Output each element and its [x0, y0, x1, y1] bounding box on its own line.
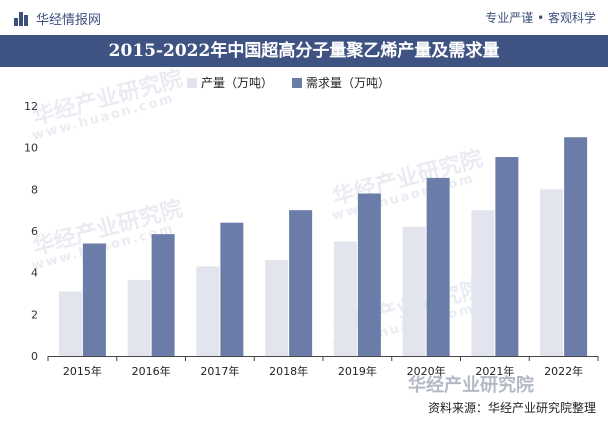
bar-chart: 0 2 4 6 8 10 12 2015年 2016年 2017年 2018年 2019年 2020年 2…	[24, 76, 599, 378]
bar-production	[127, 279, 151, 356]
logo-text: 华经情报网	[36, 13, 102, 28]
bar-production	[471, 210, 495, 356]
top-bar: 华经情报网 专业严谨 • 客观科学	[0, 0, 608, 34]
bar-demand	[426, 177, 450, 356]
bar-production	[265, 260, 289, 356]
brand-watermark: 华经产业研究院	[408, 375, 534, 396]
bar-demand	[357, 193, 381, 356]
logo-bars-icon	[14, 11, 30, 26]
x-tick-label: 2017年	[200, 364, 239, 378]
x-tick-label: 2015年	[63, 364, 102, 378]
bar-demand	[289, 210, 313, 356]
x-tick-label: 2020年	[407, 364, 446, 378]
bar-production	[333, 241, 357, 356]
x-tick-label: 2016年	[132, 364, 171, 378]
bar-production	[402, 226, 426, 356]
x-tick-label: 2021年	[475, 364, 514, 378]
y-tick-label: 10	[24, 142, 38, 155]
bar-production	[540, 189, 564, 356]
slogan: 专业严谨 • 客观科学	[485, 11, 596, 25]
legend-swatch	[292, 78, 302, 88]
y-tick-label: 6	[31, 225, 38, 238]
bar-demand	[151, 234, 175, 356]
x-tick-label: 2022年	[544, 364, 583, 378]
y-tick-label: 12	[24, 100, 38, 113]
x-tick-label: 2019年	[338, 364, 377, 378]
title-band: 2015-2022年中国超高分子量聚乙烯产量及需求量	[0, 35, 608, 67]
x-tick-label: 2018年	[269, 364, 308, 378]
bar-demand	[82, 243, 106, 356]
y-tick-label: 8	[31, 183, 38, 196]
legend-swatch	[187, 78, 197, 88]
y-tick-label: 2	[31, 308, 38, 321]
y-tick-label: 4	[31, 267, 38, 280]
source-note: 资料来源：华经产业研究院整理	[427, 401, 596, 415]
bar-production	[58, 291, 82, 356]
logo: 华经情报网	[14, 9, 101, 28]
bar-demand	[564, 137, 588, 356]
legend-label: 需求量（万吨）	[306, 76, 390, 90]
bar-demand	[220, 222, 244, 356]
bar-production	[196, 266, 220, 356]
bar-demand	[495, 157, 519, 356]
chart-title: 2015-2022年中国超高分子量聚乙烯产量及需求量	[108, 41, 500, 61]
legend-label: 产量（万吨）	[201, 76, 273, 90]
y-tick-label: 0	[31, 350, 38, 363]
